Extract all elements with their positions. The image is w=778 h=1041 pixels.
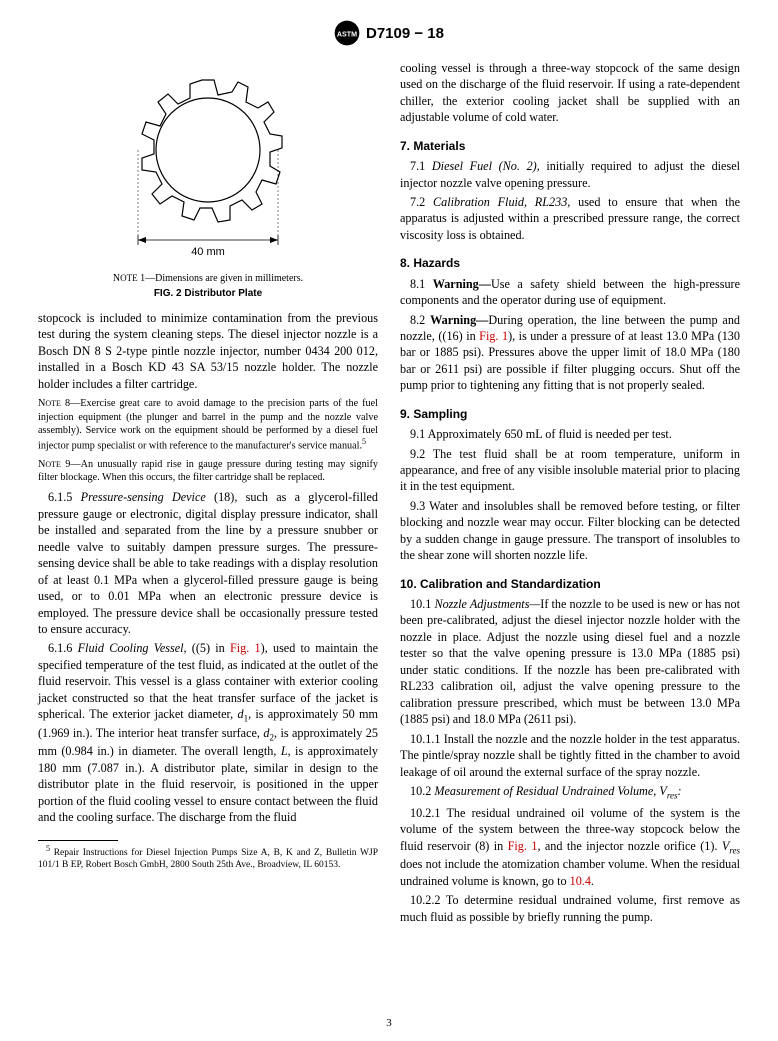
sec-9-3: 9.3 Water and insolubles shall be remove… <box>400 498 740 564</box>
footnote-rule <box>38 840 118 841</box>
sec-10-2: 10.2 Measurement of Residual Undrained V… <box>400 783 740 802</box>
sec-9-1: 9.1 Approximately 650 mL of fluid is nee… <box>400 426 740 442</box>
page-number: 3 <box>386 1017 392 1029</box>
section-7-heading: 7. Materials <box>400 138 740 154</box>
sec-8-1: 8.1 Warning—Use a safety shield between … <box>400 276 740 309</box>
sec-10-2-2: 10.2.2 To determine residual undrained v… <box>400 892 740 925</box>
right-column: cooling vessel is through a three-way st… <box>400 60 740 928</box>
para-cooling-vessel-cont: cooling vessel is through a three-way st… <box>400 60 740 126</box>
section-8-heading: 8. Hazards <box>400 255 740 271</box>
sec-9-2: 9.2 The test fluid shall be at room temp… <box>400 446 740 495</box>
svg-text:ASTM: ASTM <box>337 30 357 38</box>
svg-text:40 mm: 40 mm <box>191 246 225 258</box>
note-8: NOTE 8—Exercise great care to avoid dama… <box>38 397 378 452</box>
page-container: ASTM D7109 − 18 <box>0 0 778 1041</box>
figure-2-block: 40 mm NOTE NOTE 1—Dimensions are given i… <box>38 60 378 300</box>
footnote-5: 5 Repair Instructions for Diesel Injecti… <box>38 844 378 872</box>
sec-10-2-1: 10.2.1 The residual undrained oil volume… <box>400 805 740 889</box>
sec-8-2: 8.2 Warning—During operation, the line b… <box>400 312 740 394</box>
two-column-layout: 40 mm NOTE NOTE 1—Dimensions are given i… <box>38 60 740 928</box>
note-9: NOTE 9—An unusually rapid rise in gauge … <box>38 458 378 485</box>
sec-10-1-1: 10.1.1 Install the nozzle and the nozzle… <box>400 731 740 780</box>
sec-7-2: 7.2 Calibration Fluid, RL233, used to en… <box>400 194 740 243</box>
sec-10-1: 10.1 Nozzle Adjustments—If the nozzle to… <box>400 596 740 728</box>
sec-7-1: 7.1 Diesel Fuel (No. 2), initially requi… <box>400 158 740 191</box>
figure-caption: FIG. 2 Distributor Plate <box>38 287 378 301</box>
sec-6-1-6: 6.1.6 Fluid Cooling Vessel, ((5) in Fig.… <box>38 640 378 825</box>
sec-6-1-5: 6.1.5 Pressure-sensing Device (18), such… <box>38 489 378 637</box>
left-column: 40 mm NOTE NOTE 1—Dimensions are given i… <box>38 60 378 928</box>
standard-number: D7109 − 18 <box>366 25 444 42</box>
astm-logo: ASTM <box>334 20 360 46</box>
figure-note: NOTE NOTE 1—Dimensions are given in mill… <box>38 272 378 286</box>
distributor-plate-figure: 40 mm <box>108 60 308 270</box>
page-header: ASTM D7109 − 18 <box>38 20 740 46</box>
para-6-1-4-continuation: stopcock is included to minimize contami… <box>38 310 378 392</box>
section-10-heading: 10. Calibration and Standardization <box>400 576 740 592</box>
section-9-heading: 9. Sampling <box>400 406 740 422</box>
